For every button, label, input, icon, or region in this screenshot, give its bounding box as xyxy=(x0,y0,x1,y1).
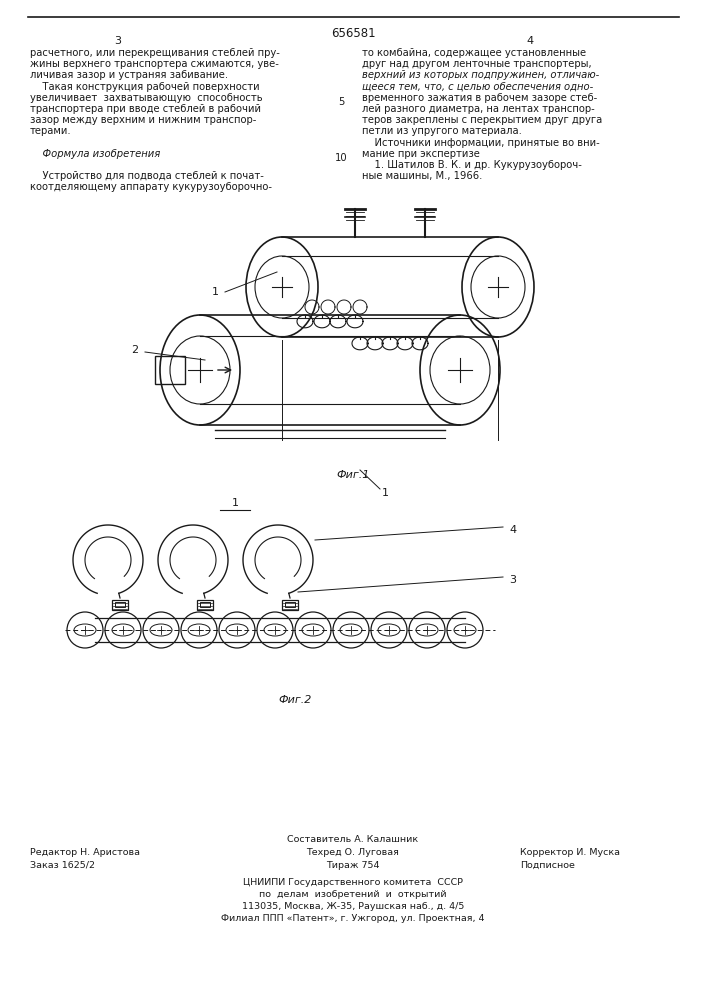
Bar xyxy=(285,602,295,607)
Text: Филиал ППП «Патент», г. Ужгород, ул. Проектная, 4: Филиал ППП «Патент», г. Ужгород, ул. Про… xyxy=(221,914,485,923)
Bar xyxy=(115,602,125,607)
Text: 3: 3 xyxy=(510,575,517,585)
Bar xyxy=(197,600,213,610)
Text: Такая конструкция рабочей поверхности: Такая конструкция рабочей поверхности xyxy=(30,82,259,92)
Bar xyxy=(200,602,210,607)
Bar xyxy=(112,600,128,610)
Text: 1. Шатилов В. К. и др. Кукурузоуборoч-: 1. Шатилов В. К. и др. Кукурузоуборoч- xyxy=(362,160,582,170)
Text: 4: 4 xyxy=(510,525,517,535)
Text: расчетного, или перекрещивания стеблей пру-: расчетного, или перекрещивания стеблей п… xyxy=(30,48,280,58)
Text: 656581: 656581 xyxy=(331,27,375,40)
Text: увеличивает  захватывающую  способность: увеличивает захватывающую способность xyxy=(30,93,262,103)
Text: Заказ 1625/2: Заказ 1625/2 xyxy=(30,861,95,870)
Text: Фиг.2: Фиг.2 xyxy=(279,695,312,705)
Text: Фиг.1: Фиг.1 xyxy=(337,470,370,480)
Text: Подписное: Подписное xyxy=(520,861,575,870)
Text: щееся тем, что, с целью обеспечения одно-: щееся тем, что, с целью обеспечения одно… xyxy=(362,82,593,92)
Text: Составитель А. Калашник: Составитель А. Калашник xyxy=(288,835,419,844)
Text: 4: 4 xyxy=(527,36,534,46)
Text: 3: 3 xyxy=(115,36,122,46)
Text: ные машины, М., 1966.: ные машины, М., 1966. xyxy=(362,171,482,181)
Text: Корректор И. Муска: Корректор И. Муска xyxy=(520,848,620,857)
Text: Редактор Н. Аристова: Редактор Н. Аристова xyxy=(30,848,140,857)
Text: временного зажатия в рабочем зазоре стеб-: временного зажатия в рабочем зазоре стеб… xyxy=(362,93,597,103)
Text: петли из упругого материала.: петли из упругого материала. xyxy=(362,126,522,136)
Text: терами.: терами. xyxy=(30,126,71,136)
Text: 1: 1 xyxy=(211,287,218,297)
Text: жины верхнего транспортера сжимаются, уве-: жины верхнего транспортера сжимаются, ув… xyxy=(30,59,279,69)
Text: 5: 5 xyxy=(338,97,344,107)
Text: друг над другом ленточные транспортеры,: друг над другом ленточные транспортеры, xyxy=(362,59,592,69)
Text: личивая зазор и устраняя забивание.: личивая зазор и устраняя забивание. xyxy=(30,70,228,80)
Text: Формула изобретения: Формула изобретения xyxy=(30,149,160,159)
Text: по  делам  изобретений  и  открытий: по делам изобретений и открытий xyxy=(259,890,447,899)
Text: верхний из которых подпружинен, отличаю-: верхний из которых подпружинен, отличаю- xyxy=(362,70,600,80)
Text: транспортера при вводе стеблей в рабочий: транспортера при вводе стеблей в рабочий xyxy=(30,104,261,114)
Text: ЦНИИПИ Государственного комитета  СССР: ЦНИИПИ Государственного комитета СССР xyxy=(243,878,463,887)
Text: то комбайна, содержащее установленные: то комбайна, содержащее установленные xyxy=(362,48,586,58)
Text: мание при экспертизе: мание при экспертизе xyxy=(362,149,480,159)
Text: Тираж 754: Тираж 754 xyxy=(326,861,380,870)
Text: коотделяющему аппарату кукурузоуборочно-: коотделяющему аппарату кукурузоуборочно- xyxy=(30,182,272,192)
Text: 10: 10 xyxy=(334,153,347,163)
Text: лей разного диаметра, на лентах транспор-: лей разного диаметра, на лентах транспор… xyxy=(362,104,595,114)
Text: Устройство для подвода стеблей к почат-: Устройство для подвода стеблей к почат- xyxy=(30,171,264,181)
Text: 2: 2 xyxy=(132,345,139,355)
Text: 113035, Москва, Ж-35, Раушская наб., д. 4/5: 113035, Москва, Ж-35, Раушская наб., д. … xyxy=(242,902,464,911)
Bar xyxy=(282,600,298,610)
Bar xyxy=(155,356,185,384)
Text: Источники информации, принятые во вни-: Источники информации, принятые во вни- xyxy=(362,138,600,148)
Text: Техред О. Луговая: Техред О. Луговая xyxy=(307,848,399,857)
Text: зазор между верхним и нижним транспор-: зазор между верхним и нижним транспор- xyxy=(30,115,257,125)
Text: 1: 1 xyxy=(382,488,389,498)
Text: 1: 1 xyxy=(231,498,238,508)
Text: теров закреплены с перекрытием друг друга: теров закреплены с перекрытием друг друг… xyxy=(362,115,602,125)
